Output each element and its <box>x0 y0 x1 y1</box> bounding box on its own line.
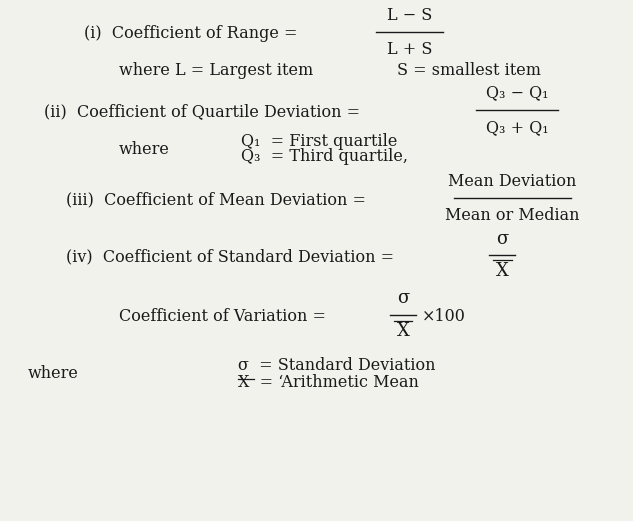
Text: Q₃ + Q₁: Q₃ + Q₁ <box>486 119 549 136</box>
Text: (ii)  Coefficient of Quartile Deviation =: (ii) Coefficient of Quartile Deviation = <box>44 103 365 120</box>
Text: L + S: L + S <box>387 41 432 58</box>
Text: X: X <box>397 322 410 340</box>
Text: X  = ʻArithmetic Mean: X = ʻArithmetic Mean <box>238 374 419 391</box>
Text: σ: σ <box>496 230 508 247</box>
Text: σ  = Standard Deviation: σ = Standard Deviation <box>238 357 436 374</box>
Text: Coefficient of Variation =: Coefficient of Variation = <box>119 308 331 325</box>
Text: Mean Deviation: Mean Deviation <box>448 173 577 190</box>
Text: X: X <box>496 262 509 280</box>
Text: ×100: ×100 <box>422 308 465 325</box>
Text: (iv)  Coefficient of Standard Deviation =: (iv) Coefficient of Standard Deviation = <box>66 249 399 265</box>
Text: (i)  Coefficient of Range =: (i) Coefficient of Range = <box>84 26 303 42</box>
Text: Q₃ − Q₁: Q₃ − Q₁ <box>486 84 549 102</box>
Text: where L = Largest item: where L = Largest item <box>119 63 313 79</box>
Text: L − S: L − S <box>387 7 432 23</box>
Text: (iii)  Coefficient of Mean Deviation =: (iii) Coefficient of Mean Deviation = <box>66 192 371 208</box>
Text: where: where <box>28 365 78 382</box>
Text: σ: σ <box>397 289 409 307</box>
Text: Q₁  = First quartile: Q₁ = First quartile <box>241 132 398 150</box>
Text: S = smallest item: S = smallest item <box>397 63 541 79</box>
Text: where: where <box>119 141 170 158</box>
Text: Mean or Median: Mean or Median <box>445 207 580 224</box>
Text: Q₃  = Third quartile,: Q₃ = Third quartile, <box>241 148 408 165</box>
